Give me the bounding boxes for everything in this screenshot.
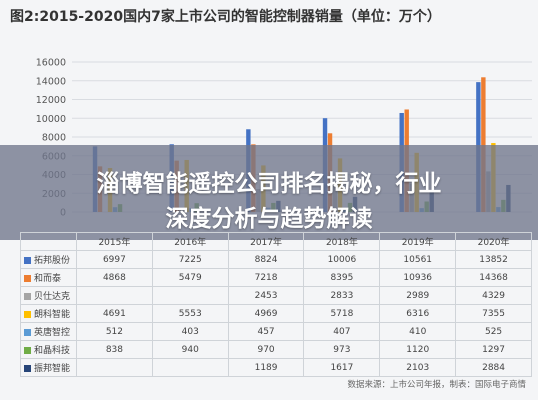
data-label: 6997 bbox=[76, 250, 153, 269]
series-name-cell: 和晶科技 bbox=[20, 340, 77, 359]
y-tick-label: 8000 bbox=[42, 133, 66, 144]
series-name-cell: 贝仕达克 bbox=[20, 286, 77, 305]
legend-label: 和晶科技 bbox=[34, 346, 71, 356]
x-tick-label: 2018年 bbox=[303, 232, 381, 251]
table-row: 和晶科技 838 940 970 973 1120 1297 bbox=[20, 340, 532, 359]
data-label: 525 bbox=[455, 322, 532, 341]
legend-swatch bbox=[24, 347, 31, 354]
x-tick-label: 2016年 bbox=[151, 232, 229, 251]
series-name-cell: 英唐智控 bbox=[20, 322, 77, 341]
data-label: 2103 bbox=[379, 358, 457, 377]
table-row: 和而泰 4868 5479 7218 8395 10936 14368 bbox=[20, 268, 532, 287]
table-corner-cell bbox=[20, 232, 77, 251]
legend-label: 英唐智控 bbox=[34, 328, 71, 338]
y-tick-label: 14000 bbox=[36, 76, 66, 87]
data-label: 940 bbox=[151, 340, 229, 359]
data-label: 2453 bbox=[227, 286, 305, 305]
headline-banner: 淄博智能遥控公司排名揭秘，行业 深度分析与趋势解读 bbox=[0, 145, 538, 240]
data-label: 512 bbox=[76, 322, 153, 341]
x-tick-label: 2015年 bbox=[76, 232, 153, 251]
headline-line-2: 深度分析与趋势解读 bbox=[165, 206, 373, 232]
legend-label: 拓邦股份 bbox=[34, 256, 71, 266]
data-label: 4691 bbox=[76, 304, 153, 323]
data-label: 1297 bbox=[455, 340, 532, 359]
data-label: 5553 bbox=[151, 304, 229, 323]
data-label: 7355 bbox=[455, 304, 532, 323]
legend-swatch bbox=[24, 365, 31, 372]
chart-title: 图2:2015-2020国内7家上市公司的智能控制器销量（单位：万个） bbox=[10, 9, 441, 25]
y-tick-label: 16000 bbox=[36, 58, 66, 69]
data-label: 4329 bbox=[455, 286, 532, 305]
legend-swatch bbox=[24, 257, 31, 264]
legend-label: 贝仕达克 bbox=[34, 292, 71, 302]
data-label bbox=[151, 358, 229, 377]
data-label: 2833 bbox=[303, 286, 381, 305]
data-label: 10561 bbox=[379, 250, 457, 269]
data-label: 457 bbox=[227, 322, 305, 341]
data-label: 970 bbox=[227, 340, 305, 359]
data-label: 2884 bbox=[455, 358, 532, 377]
data-label: 2989 bbox=[379, 286, 457, 305]
data-label: 838 bbox=[76, 340, 153, 359]
data-label: 5479 bbox=[151, 268, 229, 287]
data-label: 403 bbox=[151, 322, 229, 341]
data-label: 4969 bbox=[227, 304, 305, 323]
data-label bbox=[76, 358, 153, 377]
table-header-row: 2015年 2016年 2017年 2018年 2019年 2020年 bbox=[20, 232, 532, 251]
data-label: 1120 bbox=[379, 340, 457, 359]
series-name-cell: 拓邦股份 bbox=[20, 250, 77, 269]
table-row: 拓邦股份 6997 7225 8824 10006 10561 13852 bbox=[20, 250, 532, 269]
legend-label: 朗科智能 bbox=[34, 310, 71, 320]
series-name-cell: 振邦智能 bbox=[20, 358, 77, 377]
bar bbox=[481, 77, 486, 212]
data-label: 1617 bbox=[303, 358, 381, 377]
legend-swatch bbox=[24, 311, 31, 318]
data-label bbox=[151, 286, 229, 305]
data-label: 8395 bbox=[303, 268, 381, 287]
data-label: 6316 bbox=[379, 304, 457, 323]
table-row: 贝仕达克 2453 2833 2989 4329 bbox=[20, 286, 532, 305]
y-tick-label: 12000 bbox=[36, 95, 66, 106]
data-label: 1189 bbox=[227, 358, 305, 377]
data-label: 8824 bbox=[227, 250, 305, 269]
data-label bbox=[76, 286, 153, 305]
data-label: 14368 bbox=[455, 268, 532, 287]
data-label: 410 bbox=[379, 322, 457, 341]
data-label: 10006 bbox=[303, 250, 381, 269]
legend-swatch bbox=[24, 329, 31, 336]
x-tick-label: 2017年 bbox=[227, 232, 305, 251]
data-table: 2015年 2016年 2017年 2018年 2019年 2020年 拓邦股份 6997 72… bbox=[20, 232, 532, 377]
data-label: 407 bbox=[303, 322, 381, 341]
series-name-cell: 和而泰 bbox=[20, 268, 77, 287]
data-label: 973 bbox=[303, 340, 381, 359]
x-tick-label: 2019年 bbox=[379, 232, 457, 251]
table-row: 朗科智能 4691 5553 4969 5718 6316 7355 bbox=[20, 304, 532, 323]
legend-label: 振邦智能 bbox=[34, 364, 71, 374]
data-label: 4868 bbox=[76, 268, 153, 287]
x-tick-label: 2020年 bbox=[455, 232, 532, 251]
data-label: 7218 bbox=[227, 268, 305, 287]
legend-swatch bbox=[24, 293, 31, 300]
legend-label: 和而泰 bbox=[34, 274, 62, 284]
data-label: 13852 bbox=[455, 250, 532, 269]
headline-line-1: 淄博智能遥控公司排名揭秘，行业 bbox=[96, 171, 442, 197]
source-note: 数据来源：上市公司年报，制表：国际电子商情 bbox=[347, 380, 526, 390]
legend-swatch bbox=[24, 275, 31, 282]
data-label: 5718 bbox=[303, 304, 381, 323]
data-label: 7225 bbox=[151, 250, 229, 269]
data-label: 10936 bbox=[379, 268, 457, 287]
table-row: 振邦智能 1189 1617 2103 2884 bbox=[20, 358, 532, 377]
table-row: 英唐智控 512 403 457 407 410 525 bbox=[20, 322, 532, 341]
y-tick-label: 10000 bbox=[36, 114, 66, 125]
series-name-cell: 朗科智能 bbox=[20, 304, 77, 323]
